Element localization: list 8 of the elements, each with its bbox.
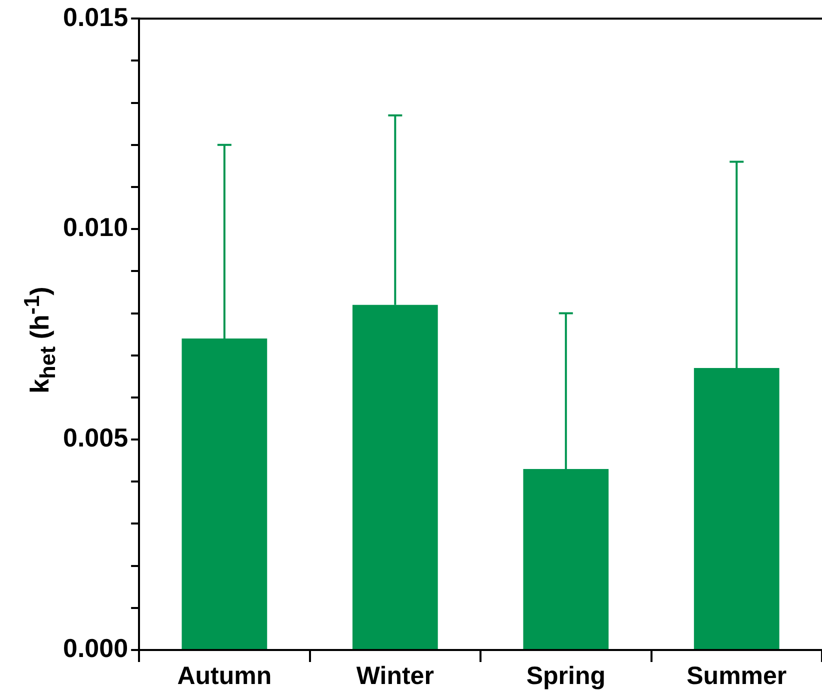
y-tick-label: 0.015 — [62, 2, 128, 32]
y-tick-label: 0.010 — [62, 212, 128, 242]
x-tick-label: Winter — [356, 662, 434, 690]
y-tick-label: 0.005 — [62, 422, 128, 453]
x-tick-label: Summer — [686, 662, 787, 690]
y-tick-label: 0.000 — [62, 633, 128, 664]
x-tick-label: Spring — [526, 662, 606, 690]
x-tick-label: Autumn — [177, 662, 272, 690]
